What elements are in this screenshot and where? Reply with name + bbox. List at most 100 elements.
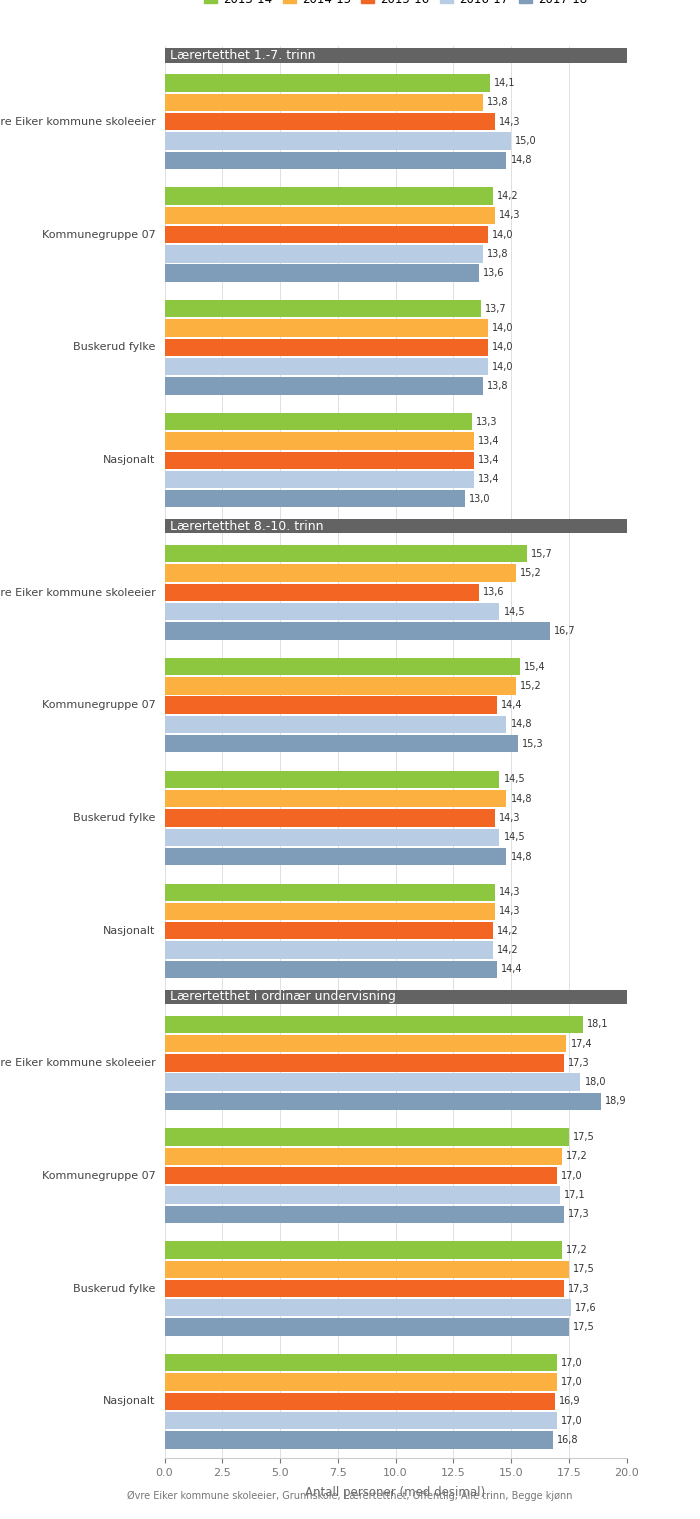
Bar <box>164 902 495 921</box>
Bar <box>164 735 518 752</box>
Text: 14,3: 14,3 <box>499 813 521 823</box>
Bar <box>164 226 488 243</box>
Text: 17,2: 17,2 <box>566 1246 588 1255</box>
Text: 14,3: 14,3 <box>499 117 521 126</box>
Text: 16,8: 16,8 <box>556 1435 578 1445</box>
Bar <box>164 1241 562 1259</box>
Bar <box>164 1393 555 1410</box>
Text: 14,3: 14,3 <box>499 210 521 220</box>
Text: 15,0: 15,0 <box>515 137 537 146</box>
Text: 13,6: 13,6 <box>483 269 504 278</box>
Bar <box>164 1353 557 1372</box>
Text: Lærertetthet 1.-7. trinn: Lærertetthet 1.-7. trinn <box>170 49 316 62</box>
Text: 13,7: 13,7 <box>485 304 507 314</box>
Text: 17,5: 17,5 <box>573 1322 595 1332</box>
Text: 14,0: 14,0 <box>492 342 514 352</box>
Text: 17,6: 17,6 <box>575 1303 597 1312</box>
Text: 14,2: 14,2 <box>497 191 518 201</box>
Bar <box>164 433 474 450</box>
Text: 16,9: 16,9 <box>559 1396 580 1407</box>
Bar <box>164 112 495 131</box>
Bar <box>164 922 493 939</box>
Text: 17,1: 17,1 <box>564 1189 585 1200</box>
Text: 15,4: 15,4 <box>524 662 546 671</box>
Text: 17,0: 17,0 <box>561 1171 583 1180</box>
Text: Kommunegruppe 07: Kommunegruppe 07 <box>41 1171 155 1180</box>
Text: 15,2: 15,2 <box>520 568 542 579</box>
Bar <box>164 989 626 1004</box>
Bar <box>164 848 506 866</box>
Text: 14,8: 14,8 <box>510 852 532 861</box>
Text: Buskerud fylke: Buskerud fylke <box>73 1284 155 1294</box>
Bar <box>164 583 479 602</box>
Bar <box>164 960 497 978</box>
Text: Lærertetthet 8.-10. trinn: Lærertetthet 8.-10. trinn <box>170 519 324 533</box>
Bar <box>164 1016 582 1033</box>
Text: Øvre Eiker kommune skoleeier: Øvre Eiker kommune skoleeier <box>0 117 155 126</box>
Bar <box>164 1167 557 1185</box>
Text: Kommunegruppe 07: Kommunegruppe 07 <box>41 229 155 240</box>
Bar <box>164 942 493 958</box>
Bar <box>164 519 626 533</box>
Bar <box>164 828 500 846</box>
Bar <box>164 207 495 223</box>
Text: Nasjonalt: Nasjonalt <box>103 925 155 936</box>
Bar <box>164 1092 601 1110</box>
Text: 17,5: 17,5 <box>573 1132 595 1142</box>
Bar <box>164 658 520 676</box>
Bar <box>164 1074 580 1091</box>
Bar <box>164 132 511 150</box>
Bar <box>164 810 495 826</box>
Bar <box>164 565 516 582</box>
Text: 14,3: 14,3 <box>499 907 521 916</box>
Text: 14,3: 14,3 <box>499 887 521 898</box>
Bar <box>164 1206 564 1223</box>
Text: 13,4: 13,4 <box>478 474 500 485</box>
Bar <box>164 1431 552 1449</box>
Text: 13,8: 13,8 <box>487 97 509 108</box>
Text: 14,8: 14,8 <box>510 793 532 804</box>
Bar <box>164 94 483 111</box>
Text: 14,8: 14,8 <box>510 155 532 166</box>
Text: Lærertetthet i ordinær undervisning: Lærertetthet i ordinær undervisning <box>170 990 396 1004</box>
Text: 14,8: 14,8 <box>510 720 532 729</box>
Bar <box>164 1186 559 1203</box>
Bar <box>164 264 479 283</box>
Text: 13,8: 13,8 <box>487 249 509 258</box>
Bar <box>164 413 472 430</box>
Bar <box>164 623 550 639</box>
Text: Nasjonalt: Nasjonalt <box>103 456 155 465</box>
Text: 13,8: 13,8 <box>487 381 509 390</box>
Text: 17,5: 17,5 <box>573 1264 595 1274</box>
Text: Øvre Eiker kommune skoleeier: Øvre Eiker kommune skoleeier <box>0 588 155 597</box>
Text: 13,3: 13,3 <box>476 416 498 427</box>
Bar <box>164 1129 568 1145</box>
Text: 18,9: 18,9 <box>606 1097 626 1106</box>
Legend: 2013-14, 2014-15, 2015-16, 2016-17, 2017-18: 2013-14, 2014-15, 2015-16, 2016-17, 2017… <box>199 0 592 11</box>
Text: 17,0: 17,0 <box>561 1416 583 1426</box>
Bar <box>164 790 506 808</box>
Text: 14,5: 14,5 <box>503 775 525 784</box>
Text: 17,0: 17,0 <box>561 1358 583 1367</box>
Bar <box>164 339 488 355</box>
Bar <box>164 377 483 395</box>
Text: 17,4: 17,4 <box>570 1039 592 1048</box>
Text: 14,4: 14,4 <box>501 965 523 974</box>
Text: 17,2: 17,2 <box>566 1151 588 1162</box>
Text: Kommunegruppe 07: Kommunegruppe 07 <box>41 700 155 711</box>
Bar <box>164 301 481 317</box>
Text: 17,0: 17,0 <box>561 1378 583 1387</box>
Text: 14,2: 14,2 <box>497 945 518 955</box>
Text: 16,7: 16,7 <box>554 626 576 636</box>
Bar <box>164 358 488 375</box>
Text: 14,4: 14,4 <box>501 700 523 711</box>
Bar <box>164 545 527 562</box>
Bar <box>164 715 506 734</box>
Text: 15,2: 15,2 <box>520 681 542 691</box>
Bar <box>164 187 493 205</box>
X-axis label: Antall personer (med desimal): Antall personer (med desimal) <box>305 1486 486 1499</box>
Text: 17,3: 17,3 <box>568 1284 590 1294</box>
Bar <box>164 677 516 694</box>
Text: Buskerud fylke: Buskerud fylke <box>73 342 155 352</box>
Bar <box>164 1261 568 1277</box>
